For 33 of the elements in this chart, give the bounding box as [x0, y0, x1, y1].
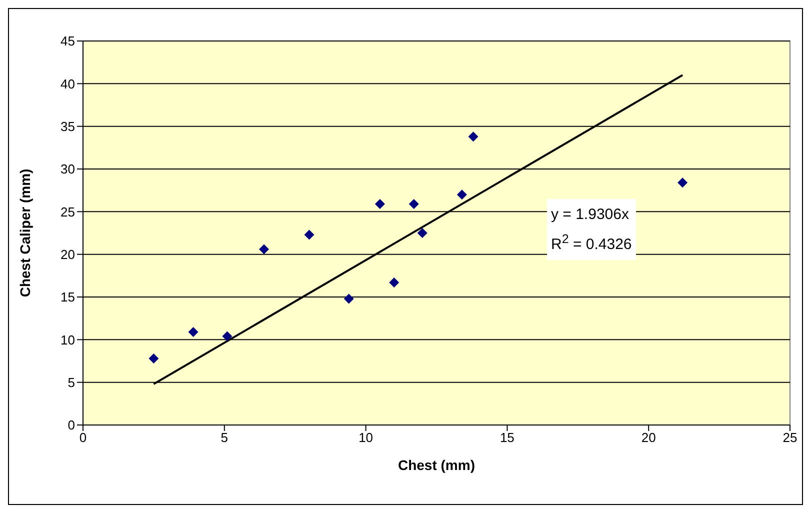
y-tick-label: 0	[68, 418, 75, 433]
point	[678, 178, 688, 188]
y-tick-label: 10	[60, 332, 75, 348]
x-tick-label: 0	[79, 430, 87, 446]
annotation: y = 1.9306x	[551, 205, 630, 225]
point	[417, 228, 428, 238]
y-tick-label: 15	[60, 290, 75, 305]
point	[456, 190, 467, 200]
point	[344, 294, 354, 304]
point	[222, 331, 232, 342]
point	[188, 326, 198, 337]
y-axis-title: Chest Caliper (mm)	[16, 168, 33, 298]
x-tick-label: 20	[641, 430, 656, 446]
y-tick-label: 20	[60, 246, 75, 262]
point	[258, 244, 269, 254]
y-tick-label: 45	[60, 34, 75, 49]
x-tick-label: 25	[782, 430, 798, 446]
y-tick-label: 35	[60, 118, 75, 134]
x-tick-label: 10	[358, 430, 374, 446]
point	[468, 132, 478, 142]
point	[374, 198, 385, 209]
annotation: R$^{2}$ = 0.4326	[551, 231, 632, 255]
y-tick-label: 40	[60, 76, 75, 92]
point	[408, 198, 419, 209]
y-tick-label: 5	[68, 374, 75, 390]
y-tick-label: 25	[60, 204, 75, 220]
point	[304, 230, 314, 240]
x-tick-label: 15	[500, 430, 514, 446]
x-axis-title: Chest (mm)	[398, 457, 476, 473]
point	[389, 277, 400, 288]
y-tick-label: 30	[60, 162, 75, 177]
x-tick-label: 5	[220, 430, 228, 446]
point	[148, 353, 159, 364]
